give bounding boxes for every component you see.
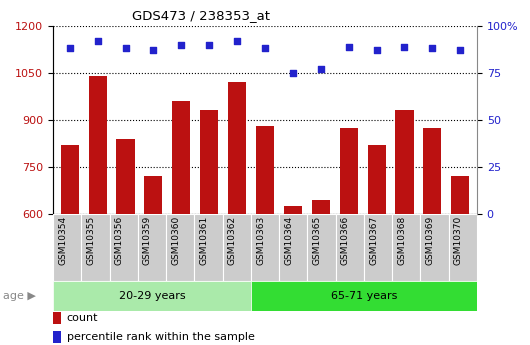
- Bar: [284, 206, 302, 345]
- Text: GSM10369: GSM10369: [426, 216, 435, 265]
- Bar: [251, 214, 279, 281]
- Bar: [312, 200, 330, 345]
- Bar: [228, 82, 246, 345]
- Point: [373, 48, 381, 53]
- Text: GSM10361: GSM10361: [199, 216, 208, 265]
- Bar: [335, 214, 364, 281]
- Bar: [53, 312, 60, 324]
- Text: GDS473 / 238353_at: GDS473 / 238353_at: [132, 9, 270, 22]
- Text: GSM10359: GSM10359: [143, 216, 152, 265]
- Bar: [449, 214, 477, 281]
- Text: GSM10366: GSM10366: [341, 216, 350, 265]
- Bar: [307, 214, 335, 281]
- Text: GSM10360: GSM10360: [171, 216, 180, 265]
- Bar: [367, 145, 386, 345]
- Bar: [81, 214, 110, 281]
- Point: [121, 46, 130, 51]
- Bar: [420, 214, 449, 281]
- Text: GSM10368: GSM10368: [398, 216, 407, 265]
- Bar: [451, 176, 470, 345]
- Bar: [223, 214, 251, 281]
- Bar: [256, 126, 274, 345]
- Bar: [138, 214, 166, 281]
- Bar: [340, 128, 358, 345]
- Text: count: count: [67, 314, 98, 323]
- Bar: [117, 139, 135, 345]
- Text: GSM10363: GSM10363: [256, 216, 265, 265]
- Point: [428, 46, 437, 51]
- Point: [177, 42, 186, 48]
- Point: [344, 44, 353, 49]
- Bar: [53, 281, 251, 310]
- Bar: [195, 214, 223, 281]
- Bar: [172, 101, 190, 345]
- Point: [149, 48, 157, 53]
- Bar: [423, 128, 441, 345]
- Bar: [89, 76, 107, 345]
- Point: [316, 66, 325, 72]
- Point: [261, 46, 269, 51]
- Point: [400, 44, 409, 49]
- Text: percentile rank within the sample: percentile rank within the sample: [67, 333, 254, 342]
- Bar: [279, 214, 307, 281]
- Point: [205, 42, 214, 48]
- Point: [233, 38, 241, 44]
- Bar: [251, 281, 477, 310]
- Bar: [392, 214, 420, 281]
- Text: GSM10355: GSM10355: [86, 216, 95, 265]
- Point: [93, 38, 102, 44]
- Text: 65-71 years: 65-71 years: [331, 291, 397, 301]
- Bar: [200, 110, 218, 345]
- Text: GSM10370: GSM10370: [454, 216, 463, 265]
- Text: GSM10356: GSM10356: [114, 216, 123, 265]
- Bar: [166, 214, 195, 281]
- Text: GSM10365: GSM10365: [313, 216, 322, 265]
- Text: age ▶: age ▶: [3, 291, 36, 301]
- Point: [456, 48, 464, 53]
- Bar: [110, 214, 138, 281]
- Text: GSM10364: GSM10364: [284, 216, 293, 265]
- Bar: [53, 214, 81, 281]
- Text: 20-29 years: 20-29 years: [119, 291, 186, 301]
- Text: GSM10362: GSM10362: [228, 216, 237, 265]
- Text: GSM10354: GSM10354: [58, 216, 67, 265]
- Bar: [144, 176, 163, 345]
- Point: [66, 46, 74, 51]
- Bar: [364, 214, 392, 281]
- Bar: [60, 145, 79, 345]
- Text: GSM10367: GSM10367: [369, 216, 378, 265]
- Bar: [53, 331, 60, 343]
- Point: [289, 70, 297, 76]
- Bar: [395, 110, 413, 345]
